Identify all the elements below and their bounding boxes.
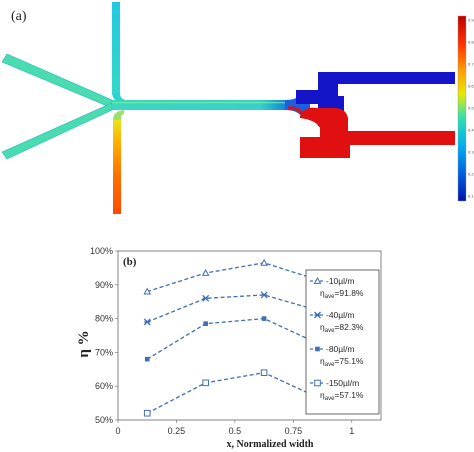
y-tick-label: 60% [95, 381, 113, 391]
colorbar-tick-label: 0.5 [468, 106, 474, 111]
data-point-marker [144, 356, 150, 362]
legend-items: -10µl/mηave=91.8%-40µl/mηave=82.3%-80µl/… [310, 276, 364, 402]
data-point-marker [143, 409, 151, 417]
plot-frame [117, 250, 382, 421]
y-tick-label: 80% [95, 314, 113, 324]
legend-marker [315, 346, 320, 352]
colorbar-tick-label: 0.2 [468, 172, 474, 177]
data-point-marker [260, 258, 268, 266]
upper-inlet-arm [1, 53, 113, 109]
legend-average-symbol: η [320, 322, 325, 332]
x-axis-title: x, Normalized width [227, 439, 314, 450]
legend-average: ηave=75.1% [320, 356, 364, 368]
legend-marker [314, 311, 321, 319]
data-point-marker [260, 291, 268, 299]
data-point-marker [203, 321, 208, 326]
lower-vertical-channel [113, 118, 121, 214]
series-1 [143, 258, 327, 295]
legend-average-value: =57.1% [334, 390, 364, 400]
series-3 [144, 316, 325, 362]
colorbar-tick-label: 0.9 [468, 18, 474, 23]
colorbar-tick-label: 0.7 [468, 62, 474, 67]
legend-average-value: =82.3% [334, 322, 364, 332]
upper-vertical-channel [112, 2, 120, 94]
y-tick-label: 90% [95, 280, 113, 290]
colorbar: 0.9 0.8 0.7 0.6 0.5 0.4 0.3 0.2 0.1 [457, 15, 474, 202]
x-tick-label: 0.25 [168, 426, 186, 436]
legend-average-subscript: ave [325, 294, 335, 300]
data-point-marker [143, 287, 152, 295]
legend-series-name: -40µl/m [326, 310, 355, 320]
legend-series-name: -10µl/m [326, 276, 355, 286]
colorbar-tick-label: 0.6 [468, 84, 474, 89]
legend-series-name: -80µl/m [326, 344, 355, 354]
series-2 [143, 291, 327, 326]
legend-average-symbol: η [320, 356, 325, 366]
x-tick-label: 0.75 [285, 426, 303, 436]
y-tick-label: 50% [95, 415, 113, 425]
chart-title: (b) [123, 256, 137, 268]
main-channel [112, 100, 287, 110]
series-4 [143, 369, 326, 417]
colorbar-gradient [457, 15, 467, 202]
lower-inlet-arm [1, 102, 113, 160]
series-line [146, 294, 323, 323]
data-point-marker [260, 369, 268, 376]
y-axis-title: η % [76, 330, 92, 357]
data-point-marker [202, 379, 209, 387]
x-tick-label: 1 [349, 426, 354, 436]
series-layer [143, 258, 327, 417]
panel-a: (a) 0.90.80.70.60. [1, 2, 474, 214]
colorbar-tick-label: 0.8 [468, 40, 474, 45]
legend-average-subscript: ave [325, 396, 335, 402]
legend-average: ηave=91.8% [320, 288, 364, 300]
x-tick-label: 0 [115, 426, 120, 436]
series-line [147, 262, 323, 293]
legend-average-symbol: η [320, 288, 325, 298]
panel-a-label: (a) [11, 9, 27, 24]
legend-average-subscript: ave [325, 328, 335, 334]
series-line [146, 317, 323, 360]
colorbar-tick-label: 0.3 [468, 150, 474, 155]
lower-outlet-network [300, 107, 455, 158]
y-axis-ticks: 50% 60% 70% 80% 90% 100% [90, 246, 118, 425]
colorbar-ticks: 0.9 0.8 0.7 0.6 0.5 0.4 0.3 0.2 0.1 [468, 18, 474, 199]
y-tick-label: 70% [95, 347, 113, 357]
x-tick-label: 0.5 [229, 426, 242, 436]
data-point-marker [261, 316, 267, 321]
legend: -10µl/mηave=91.8%-40µl/mηave=82.3%-80µl/… [305, 269, 380, 415]
legend-box [305, 269, 380, 415]
legend-average-value: =75.1% [334, 356, 364, 366]
y-tick-label: 100% [90, 246, 113, 256]
legend-average-subscript: ave [325, 362, 335, 368]
colorbar-tick-label: 0.1 [468, 194, 474, 199]
legend-average: ηave=57.1% [320, 390, 364, 402]
legend-average-symbol: η [320, 390, 325, 400]
legend-marker [313, 276, 322, 284]
x-axis-ticks: 0 0.25 0.5 0.75 1 [115, 420, 354, 436]
data-point-marker [202, 294, 210, 302]
legend-series-name: -150µl/m [326, 378, 359, 388]
flow-simulation-image [1, 2, 455, 214]
colorbar-tick-label: 0.4 [468, 128, 474, 133]
legend-marker [314, 379, 321, 387]
legend-average: ηave=82.3% [320, 322, 364, 334]
data-point-marker [143, 318, 151, 326]
data-point-marker [201, 268, 210, 276]
series-line [146, 372, 323, 414]
legend-average-value: =91.8% [334, 288, 364, 298]
panel-b-chart: (b) η % x, Normalized width 0 0.25 0.5 0.75… [76, 246, 382, 450]
